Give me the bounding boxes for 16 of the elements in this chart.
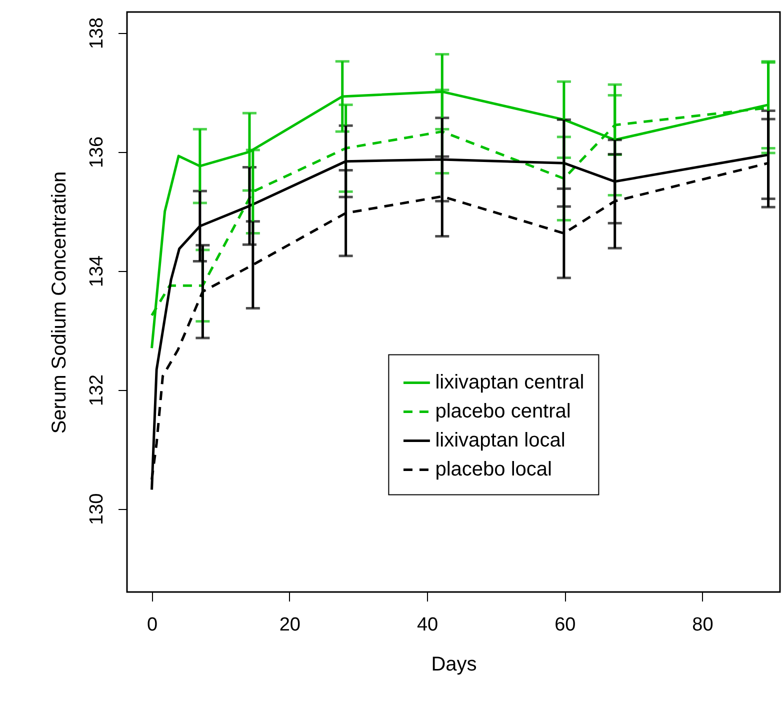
- y-axis-title: Serum Sodium Concentration: [48, 171, 70, 434]
- x-tick-label: 40: [416, 614, 438, 636]
- y-tick-label: 132: [86, 374, 108, 406]
- x-tick-label: 0: [146, 614, 158, 636]
- y-tick-label: 138: [86, 17, 108, 50]
- legend-label: lixivaptan local: [435, 430, 566, 452]
- y-tick-label: 134: [86, 254, 108, 288]
- legend-label: placebo central: [435, 400, 571, 423]
- x-tick-label: 60: [554, 614, 576, 636]
- x-tick-label: 20: [279, 614, 300, 636]
- legend-label: lixivaptan central: [435, 372, 584, 394]
- x-tick-label: 80: [692, 614, 714, 636]
- legend-label: placebo local: [435, 458, 552, 481]
- y-tick-label: 130: [86, 493, 108, 526]
- y-tick-label: 136: [86, 136, 108, 168]
- x-axis-title: Days: [431, 654, 477, 676]
